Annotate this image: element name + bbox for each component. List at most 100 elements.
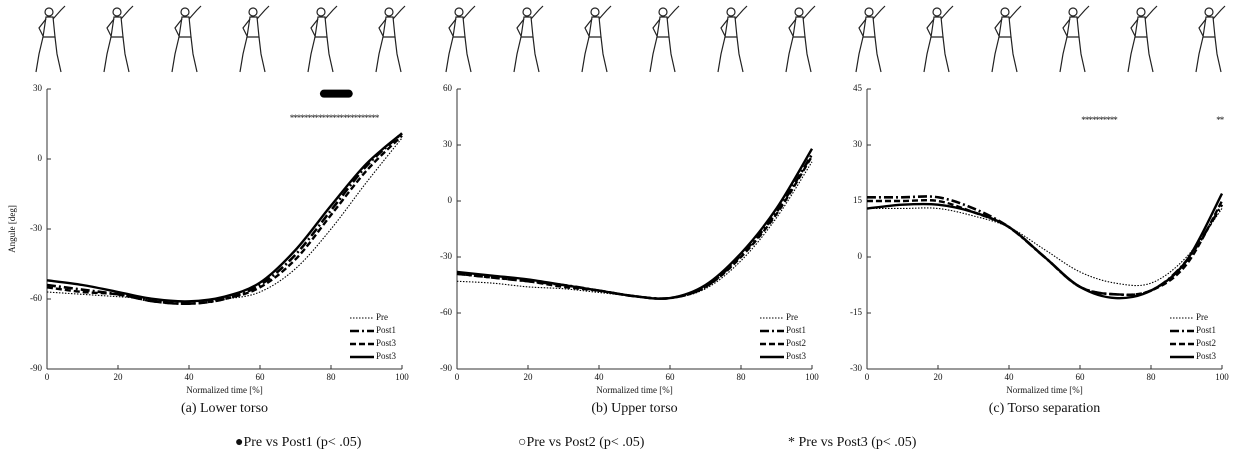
significance-symbol: *	[347, 113, 352, 123]
pose-figure	[445, 5, 476, 73]
x-tick-label: 0	[865, 372, 870, 382]
x-tick-label: 80	[1147, 372, 1157, 382]
significance-symbol: *	[300, 113, 305, 123]
significance-symbol: *	[325, 113, 330, 123]
pose-figure	[375, 5, 406, 73]
series-line	[456, 155, 814, 300]
pose-figure	[991, 5, 1022, 73]
pose-figure	[171, 5, 202, 73]
series-line	[867, 207, 1223, 287]
significance-symbol: *	[332, 113, 337, 123]
x-tick-label: 20	[114, 372, 124, 382]
legend-label: Post1	[786, 325, 806, 335]
x-tick-label: 60	[1076, 372, 1086, 382]
significance-symbol: *	[1220, 115, 1225, 125]
x-tick-label: 100	[395, 372, 409, 382]
significance-symbol: *	[343, 113, 348, 123]
significance-symbol: *	[375, 113, 380, 123]
y-tick-label: -60	[440, 307, 452, 317]
x-axis-label: Normalized time [%]	[186, 385, 262, 395]
figure-legend-symbol: *	[788, 435, 795, 450]
x-tick-label: 20	[934, 372, 944, 382]
x-tick-label: 100	[1215, 372, 1229, 382]
y-tick-label: 0	[38, 153, 43, 163]
figure-legend-label: Pre vs Post2 (p< .05)	[526, 435, 644, 450]
legend-label: Post1	[376, 325, 396, 335]
significance-symbol: *	[315, 113, 320, 123]
y-tick-label: -15	[850, 307, 862, 317]
significance-symbol: *	[336, 113, 341, 123]
chart-caption: (a) Lower torso	[181, 401, 268, 416]
series-line	[866, 192, 1224, 300]
x-tick-label: 20	[524, 372, 534, 382]
significance-symbol: *	[364, 113, 369, 123]
legend-label: Post3	[1196, 351, 1217, 361]
y-tick-label: 30	[853, 139, 863, 149]
significance-symbol: *	[354, 113, 359, 123]
significance-symbol: *	[1106, 115, 1111, 125]
pose-figure	[103, 5, 134, 73]
x-tick-label: 40	[595, 372, 605, 382]
chart-caption: (b) Upper torso	[591, 401, 677, 416]
y-tick-label: 45	[853, 83, 863, 93]
pose-figure	[581, 5, 612, 73]
significance-symbol: *	[311, 113, 316, 123]
x-tick-label: 80	[737, 372, 747, 382]
pose-figure	[1127, 5, 1158, 73]
x-axis-label: Normalized time [%]	[596, 385, 672, 395]
pose-figure	[1059, 5, 1090, 73]
chart-caption: (c) Torso separation	[989, 401, 1101, 416]
significance-symbol: *	[368, 113, 373, 123]
series-line	[46, 132, 403, 306]
legend-label: Pre	[786, 312, 798, 322]
significance-symbol: *	[1088, 115, 1093, 125]
x-tick-label: 0	[45, 372, 50, 382]
legend-label: Pre	[1196, 312, 1208, 322]
figure-legend-label: Pre vs Post1 (p< .05)	[243, 435, 361, 450]
significance-symbol: *	[1113, 115, 1118, 125]
significance-symbol: *	[361, 113, 366, 123]
pose-figure	[855, 5, 886, 73]
significance-symbol: *	[357, 113, 362, 123]
pose-figure	[717, 5, 748, 73]
significance-symbol: *	[307, 113, 312, 123]
figure-legend-item: ○Pre vs Post2 (p< .05)	[518, 435, 645, 450]
pose-figure	[307, 5, 338, 73]
pose-figure	[649, 5, 680, 73]
y-tick-label: -90	[440, 363, 452, 373]
significance-symbol: *	[318, 113, 323, 123]
y-tick-label: 30	[443, 139, 453, 149]
significance-symbol: *	[1081, 115, 1086, 125]
y-tick-label: -60	[30, 293, 42, 303]
figure-legend-symbol: ●	[235, 435, 243, 450]
y-axis-label: Angule [deg]	[7, 205, 17, 253]
pose-figure	[513, 5, 544, 73]
y-tick-label: -30	[850, 363, 862, 373]
significance-symbol: *	[290, 113, 295, 123]
y-tick-label: 30	[33, 83, 43, 93]
series-line	[456, 148, 814, 300]
x-tick-label: 0	[455, 372, 460, 382]
pose-figure	[239, 5, 270, 73]
pose-figure	[1195, 5, 1226, 73]
legend-label: Post2	[786, 338, 806, 348]
y-tick-label: 0	[448, 195, 453, 205]
legend-label: Post3	[376, 351, 397, 361]
significance-symbol: *	[1099, 115, 1104, 125]
series-line	[46, 137, 403, 302]
significance-symbol: *	[304, 113, 309, 123]
pose-figure	[923, 5, 954, 73]
significance-symbol: *	[329, 113, 334, 123]
significance-symbol: *	[297, 113, 302, 123]
x-tick-label: 60	[666, 372, 676, 382]
series-line	[46, 134, 403, 305]
pose-figure	[785, 5, 816, 73]
y-tick-label: 60	[443, 83, 453, 93]
legend-label: Post1	[1196, 325, 1216, 335]
x-tick-label: 40	[1005, 372, 1015, 382]
series-line	[46, 132, 403, 303]
significance-symbol: *	[371, 113, 376, 123]
legend-label: Post2	[1196, 338, 1216, 348]
